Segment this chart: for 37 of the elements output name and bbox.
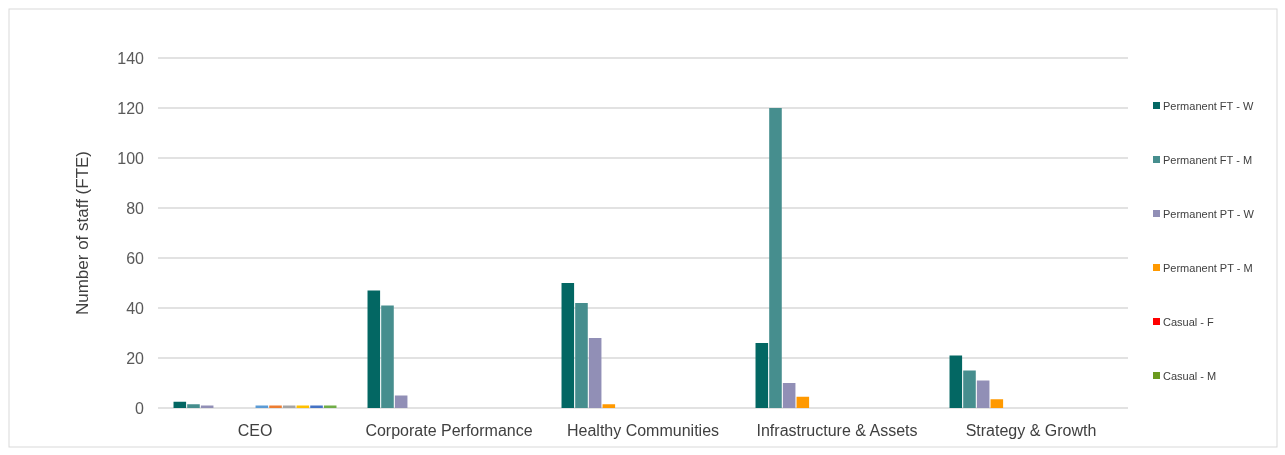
x-tick-label: Infrastructure & Assets (756, 422, 918, 439)
bar (782, 383, 796, 408)
x-tick-label: Healthy Communities (566, 422, 720, 439)
bar (949, 355, 963, 408)
bar (796, 396, 810, 408)
bar (755, 343, 769, 408)
x-tick-label: Strategy & Growth (965, 422, 1097, 439)
legend-label: Casual - M (1163, 369, 1217, 382)
y-tick-label: 120 (117, 99, 145, 117)
bar (394, 395, 408, 408)
bar (588, 338, 602, 408)
legend-label: Permanent PT - W (1163, 207, 1255, 220)
bar (381, 305, 394, 408)
legend-label: Permanent FT - M (1163, 153, 1253, 166)
y-tick-label: 20 (126, 349, 145, 367)
bar (990, 399, 1004, 408)
legend-label: Permanent PT - M (1163, 261, 1253, 274)
bar (963, 370, 976, 408)
bar (187, 404, 200, 408)
y-tick-label: 40 (126, 299, 145, 317)
y-tick-label: 60 (126, 249, 145, 267)
y-tick-label: 0 (135, 399, 145, 417)
y-tick-label: 100 (117, 149, 145, 167)
y-tick-label: 80 (126, 199, 145, 217)
legend-label: Casual - F (1163, 315, 1215, 328)
bar (976, 380, 990, 408)
bar (602, 404, 616, 408)
legend-label: Permanent FT - W (1163, 99, 1254, 112)
bar (367, 290, 381, 408)
bar (173, 401, 187, 408)
bar (575, 303, 588, 408)
y-tick-label: 140 (117, 49, 145, 67)
bar (561, 283, 575, 408)
bar (769, 108, 782, 408)
x-tick-label: CEO (237, 422, 273, 439)
y-axis-title: Number of staff (FTE) (73, 150, 92, 316)
x-tick-label: Corporate Performance (365, 422, 533, 439)
